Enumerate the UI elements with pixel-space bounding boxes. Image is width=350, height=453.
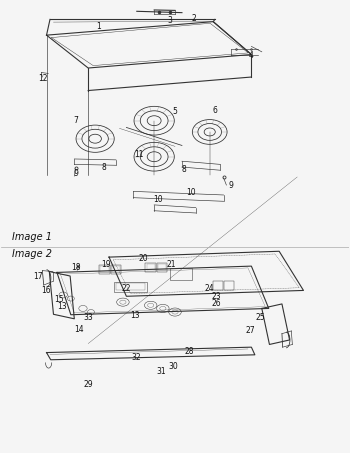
Text: 13: 13 bbox=[57, 302, 67, 311]
Text: 4: 4 bbox=[249, 51, 254, 60]
Text: 32: 32 bbox=[131, 353, 141, 362]
Text: 33: 33 bbox=[83, 313, 93, 322]
Text: 19: 19 bbox=[101, 260, 110, 269]
Text: 8: 8 bbox=[181, 165, 186, 174]
Text: 11: 11 bbox=[134, 150, 143, 159]
Text: 16: 16 bbox=[41, 286, 51, 295]
Text: 3: 3 bbox=[167, 16, 172, 25]
Text: 7: 7 bbox=[74, 116, 78, 125]
Text: 13: 13 bbox=[130, 311, 140, 320]
Text: 14: 14 bbox=[75, 325, 84, 334]
Text: Image 1: Image 1 bbox=[12, 232, 52, 242]
Text: 28: 28 bbox=[185, 347, 194, 356]
Text: 25: 25 bbox=[255, 313, 265, 322]
Text: 9: 9 bbox=[74, 169, 78, 178]
Text: 23: 23 bbox=[211, 292, 221, 301]
Text: 17: 17 bbox=[33, 271, 43, 280]
Text: 15: 15 bbox=[54, 295, 63, 304]
Text: 27: 27 bbox=[246, 327, 256, 336]
Text: Image 2: Image 2 bbox=[12, 249, 52, 259]
Text: 2: 2 bbox=[192, 14, 196, 23]
Text: 5: 5 bbox=[173, 107, 177, 116]
Text: 1: 1 bbox=[96, 22, 101, 31]
Text: 8: 8 bbox=[102, 164, 106, 173]
Text: 10: 10 bbox=[153, 195, 162, 204]
Text: 20: 20 bbox=[139, 255, 148, 263]
Text: 10: 10 bbox=[186, 188, 195, 197]
Text: 31: 31 bbox=[156, 367, 166, 376]
Text: 9: 9 bbox=[228, 182, 233, 190]
Text: 30: 30 bbox=[168, 362, 178, 371]
Text: 12: 12 bbox=[38, 74, 48, 83]
Text: 29: 29 bbox=[83, 381, 93, 390]
Text: 21: 21 bbox=[166, 260, 176, 269]
Text: 26: 26 bbox=[212, 299, 222, 308]
Text: 22: 22 bbox=[122, 284, 131, 293]
Text: 24: 24 bbox=[204, 284, 214, 293]
Text: 6: 6 bbox=[212, 106, 217, 115]
Text: 18: 18 bbox=[71, 264, 81, 272]
